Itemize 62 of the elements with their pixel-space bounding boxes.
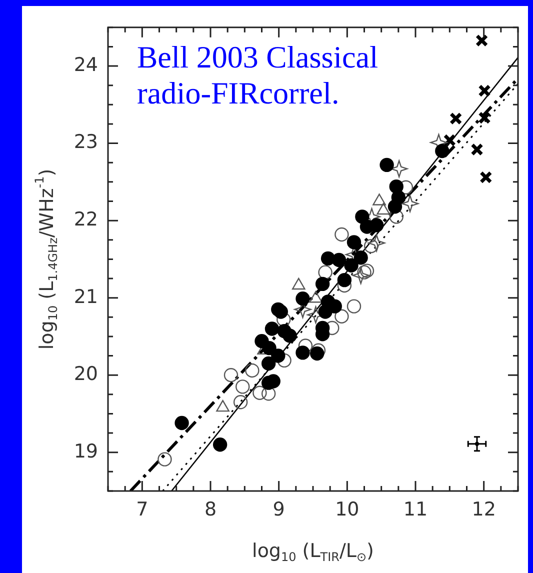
point xyxy=(332,252,346,268)
point xyxy=(261,356,276,371)
point xyxy=(478,111,491,124)
point xyxy=(390,160,408,178)
y-tick-label: 22 xyxy=(74,208,98,231)
point xyxy=(388,200,402,214)
point xyxy=(174,416,189,430)
point xyxy=(368,234,386,252)
point xyxy=(475,34,488,47)
point xyxy=(298,338,313,353)
point xyxy=(315,276,330,292)
x-tick-label: 9 xyxy=(272,498,285,520)
point xyxy=(346,299,362,314)
point xyxy=(478,84,491,98)
point xyxy=(346,235,362,250)
point xyxy=(318,265,332,280)
point xyxy=(344,258,358,272)
annotation: Bell 2003 Classical xyxy=(137,39,378,74)
point xyxy=(480,170,492,184)
point xyxy=(337,272,352,288)
x-tick-label: 11 xyxy=(403,498,428,520)
point xyxy=(354,250,368,265)
point xyxy=(296,292,310,306)
point xyxy=(245,363,260,378)
point xyxy=(233,395,248,410)
x-tick-label: 12 xyxy=(472,498,496,520)
point xyxy=(277,353,292,368)
point xyxy=(325,320,340,336)
point xyxy=(282,328,297,343)
point xyxy=(380,158,394,172)
point xyxy=(435,144,450,158)
point xyxy=(224,368,238,382)
point xyxy=(352,266,370,284)
point xyxy=(369,218,384,232)
point xyxy=(443,134,456,147)
y-tick-label: 19 xyxy=(74,440,98,462)
point xyxy=(334,227,349,242)
point xyxy=(401,194,419,212)
point xyxy=(296,346,310,360)
y-tick-label: 21 xyxy=(74,286,98,308)
point xyxy=(261,386,276,401)
y-tick-label: 20 xyxy=(74,363,98,386)
point xyxy=(262,340,276,356)
point xyxy=(389,210,404,224)
x-tick-label: 7 xyxy=(136,498,148,520)
annotation: radio-FIRcorrel. xyxy=(137,75,340,110)
point xyxy=(274,304,288,319)
x-tick-label: 8 xyxy=(204,498,217,520)
point xyxy=(212,438,228,452)
point xyxy=(236,380,250,394)
point xyxy=(470,143,484,156)
y-tick-label: 24 xyxy=(74,54,98,76)
point xyxy=(252,386,267,400)
point xyxy=(158,452,172,466)
point xyxy=(310,346,324,361)
x-tick-label: 10 xyxy=(335,498,360,520)
y-axis-title: log10 (L1.4GHz/WHz-1) xyxy=(32,168,60,350)
point xyxy=(271,348,286,363)
point xyxy=(264,322,280,336)
y-tick-label: 23 xyxy=(74,131,98,154)
point xyxy=(334,309,349,324)
point xyxy=(449,112,462,125)
